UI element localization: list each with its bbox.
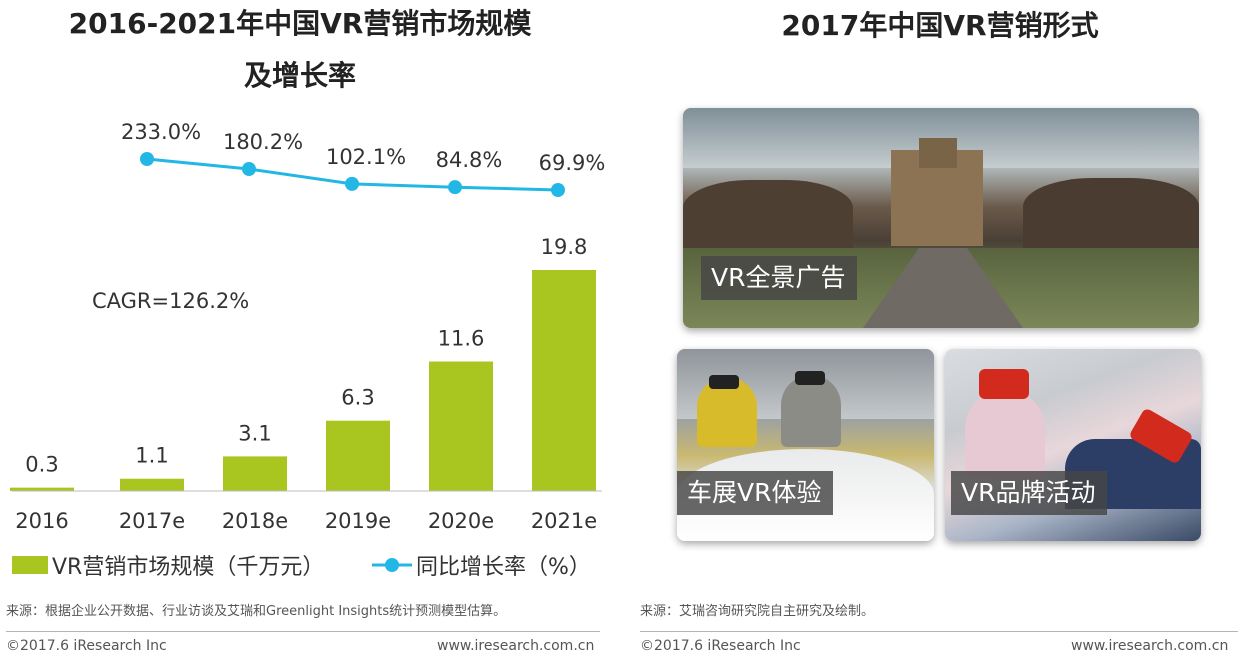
bar-value-label: 6.3 — [341, 386, 374, 410]
bar-2019e — [326, 420, 390, 491]
bar-value-label: 1.1 — [135, 444, 168, 468]
cagr-annotation: CAGR=126.2% — [92, 289, 249, 313]
bar-2016 — [10, 487, 74, 491]
person-grey-shirt — [781, 375, 841, 447]
footer-divider-right — [640, 631, 1238, 632]
website-link-left[interactable]: www.iresearch.com.cn — [437, 638, 595, 654]
source-note-right: 来源：艾瑞咨询研究院自主研究及绘制。 — [640, 604, 875, 619]
bar-value-label: 11.6 — [438, 327, 485, 351]
chart-title-line1: 2016-2021年中国VR营销市场规模 — [68, 7, 532, 40]
copyright-left: ©2017.6 iResearch Inc — [6, 638, 167, 654]
panorama-right-building — [1023, 178, 1199, 250]
bar-2020e — [429, 361, 493, 491]
chart-title-line2: 及增长率 — [243, 59, 356, 92]
vr-brand-event-photo: VR品牌活动 — [945, 349, 1201, 541]
bar-value-label: 3.1 — [238, 421, 271, 445]
vr-panorama-ad-label: VR全景广告 — [701, 256, 858, 300]
legend-bar-swatch — [12, 556, 48, 574]
vr-brand-event-label: VR品牌活动 — [951, 471, 1108, 515]
growth-point-2019e — [345, 176, 359, 191]
vr-forms-title: 2017年中国VR营销形式 — [781, 9, 1099, 42]
growth-point-2020e — [448, 180, 462, 195]
legend-line-dot — [385, 558, 399, 572]
source-note-left: 来源：根据企业公开数据、行业访谈及艾瑞和Greenlight Insights统… — [6, 604, 507, 619]
chart-title: 2016-2021年中国VR营销市场规模 及增长率 — [0, 4, 600, 96]
x-tick-label: 2019e — [325, 509, 391, 533]
panorama-left-building — [683, 180, 853, 250]
bar-value-label: 19.8 — [541, 235, 588, 259]
market-chart: 0.3 1.1 3.1 6.3 11.6 19.8 2016 2017e 2018e 2019e… — [10, 120, 606, 580]
growth-point-2021e — [551, 183, 565, 197]
bar-2021e — [532, 270, 596, 491]
x-tick-label: 2020e — [428, 509, 494, 533]
auto-show-vr-photo: 车展VR体验 — [677, 349, 934, 541]
x-tick-label: 2018e — [222, 509, 288, 533]
growth-value-label: 233.0% — [121, 120, 201, 144]
growth-value-label: 69.9% — [539, 151, 606, 175]
legend-line-label: 同比增长率（%） — [416, 555, 591, 580]
footer-divider-left — [6, 631, 600, 632]
vr-headset — [709, 375, 739, 389]
auto-show-vr-label: 车展VR体验 — [677, 471, 834, 515]
bar-2018e — [223, 456, 287, 491]
chart-legend: VR营销市场规模（千万元） 同比增长率（%） — [12, 555, 591, 580]
child-pink-shirt — [965, 389, 1045, 479]
x-tick-label: 2017e — [119, 509, 185, 533]
x-tick-label: 2016 — [15, 509, 68, 533]
growth-value-label: 180.2% — [223, 130, 303, 154]
growth-value-label: 84.8% — [436, 148, 503, 172]
bar-value-label: 0.3 — [25, 453, 58, 477]
red-cardboard-viewer — [979, 369, 1029, 399]
growth-point-2017e — [140, 152, 154, 166]
website-link-right[interactable]: www.iresearch.com.cn — [1071, 638, 1229, 654]
growth-value-label: 102.1% — [326, 145, 406, 169]
vr-panorama-ad-photo: VR全景广告 — [683, 108, 1199, 328]
panorama-church-tower — [919, 138, 957, 168]
x-tick-label: 2021e — [531, 509, 597, 533]
bar-2017e — [120, 478, 184, 491]
copyright-right: ©2017.6 iResearch Inc — [640, 638, 801, 654]
legend-bar-label: VR营销市场规模（千万元） — [52, 555, 324, 580]
vr-headset — [795, 371, 825, 385]
growth-point-2018e — [242, 162, 256, 177]
